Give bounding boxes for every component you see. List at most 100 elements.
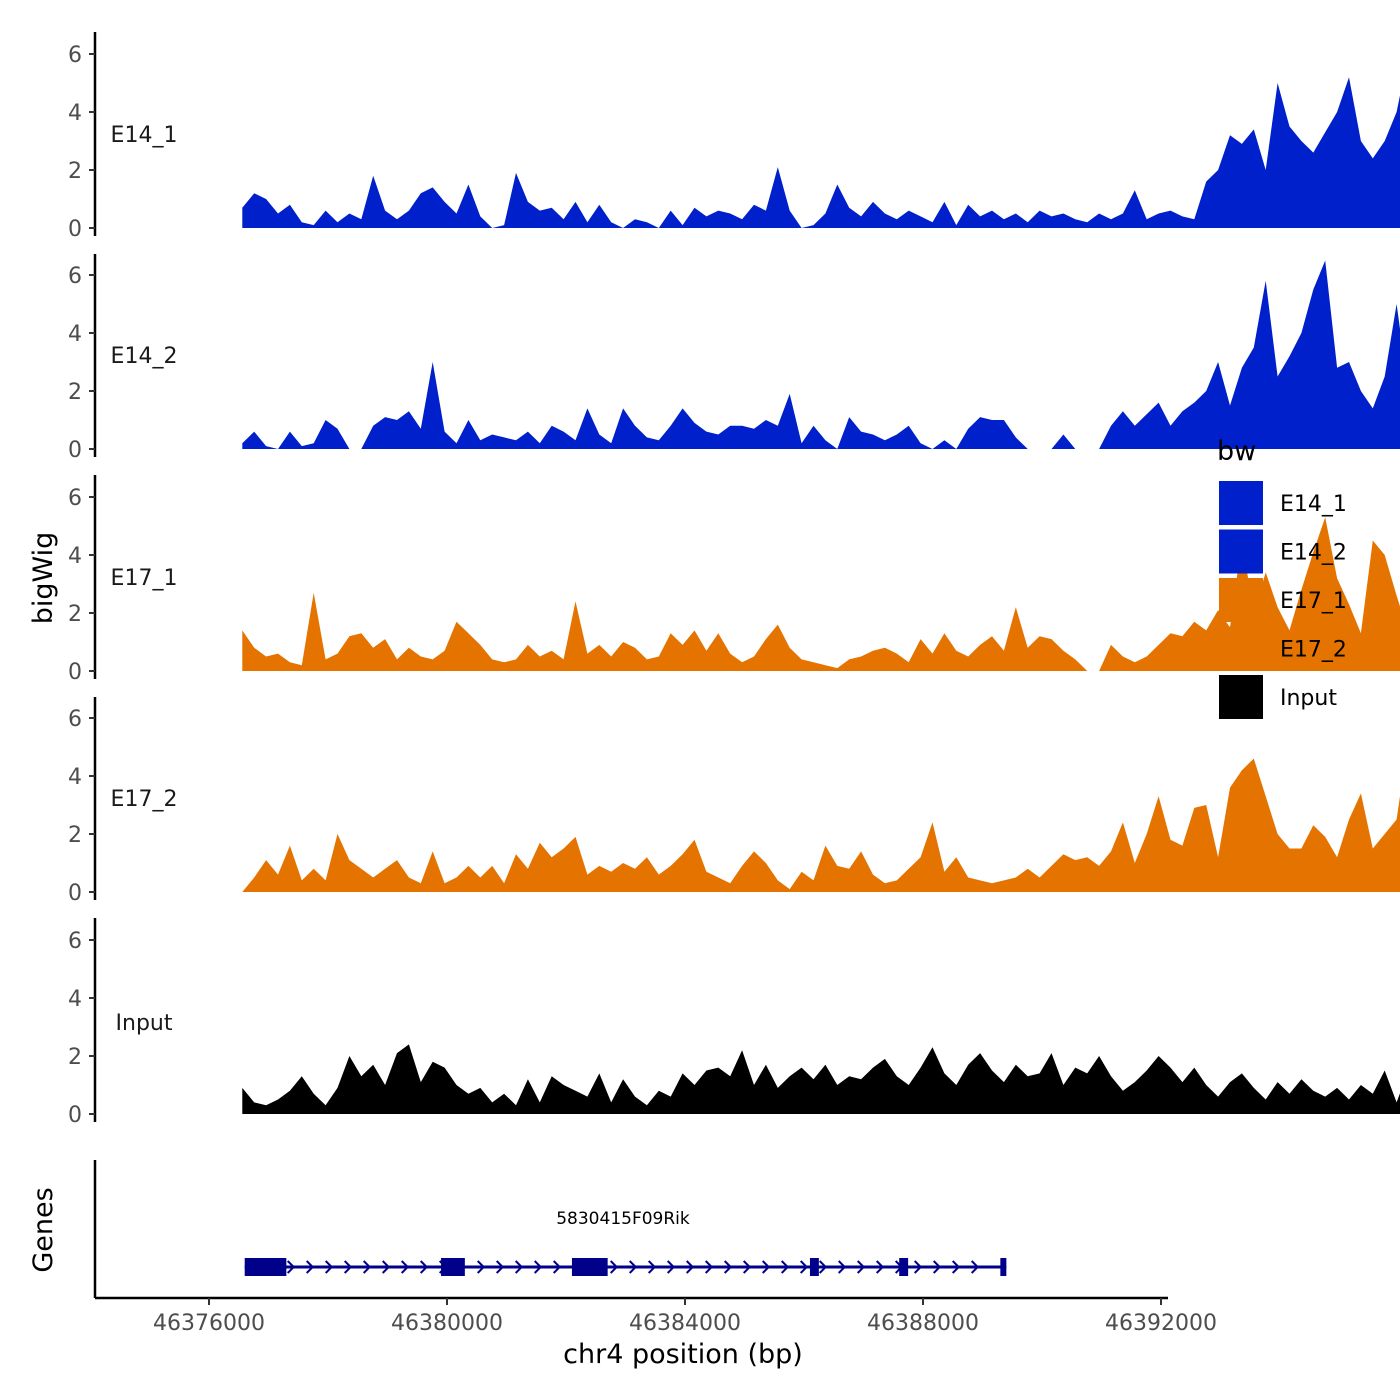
y-tick-label: 6 bbox=[68, 264, 82, 289]
track-label: E17_1 bbox=[111, 566, 178, 591]
legend-label: E17_1 bbox=[1280, 589, 1347, 614]
strand-arrow bbox=[742, 1260, 752, 1274]
strand-arrow bbox=[514, 1260, 524, 1274]
y-tick-label: 4 bbox=[68, 765, 82, 790]
strand-arrow bbox=[951, 1260, 961, 1274]
x-axis: 46376000 46380000 46384000 46388000 46392000 bbox=[95, 1296, 1217, 1336]
strand-arrow bbox=[495, 1260, 505, 1274]
strand-arrow bbox=[324, 1260, 334, 1274]
signal-area-e17-2 bbox=[242, 758, 1400, 892]
strand-arrow bbox=[305, 1260, 315, 1274]
legend-swatch bbox=[1219, 481, 1263, 525]
gene-track-title: Genes bbox=[28, 1187, 59, 1272]
strand-arrow bbox=[476, 1260, 486, 1274]
strand-arrow bbox=[875, 1260, 885, 1274]
strand-arrow bbox=[286, 1260, 296, 1274]
track-label: E14_2 bbox=[111, 344, 178, 369]
tracks-layer: 0 2 4 6 E14_1 0 2 4 6 E14_2 0 2 4 6 E17_1 0 2 4 6 E17_2 0 2 4 6… bbox=[68, 32, 1400, 1128]
y-tick-label: 4 bbox=[68, 322, 82, 347]
legend-entry-e17-1: E17_1 bbox=[1219, 578, 1347, 622]
y-tick-label: 0 bbox=[68, 217, 82, 242]
strand-arrow bbox=[837, 1260, 847, 1274]
x-axis-title: chr4 position (bp) bbox=[563, 1339, 803, 1370]
y-axis-title: bigWig bbox=[28, 532, 59, 625]
strand-arrow bbox=[381, 1260, 391, 1274]
x-tick-label: 46384000 bbox=[629, 1311, 741, 1336]
strand-arrow bbox=[818, 1260, 828, 1274]
legend-entry-e17-2: E17_2 bbox=[1219, 626, 1347, 671]
gene-name-label: 5830415F09Rik bbox=[556, 1209, 690, 1229]
y-tick-label: 6 bbox=[68, 707, 82, 732]
y-tick-label: 0 bbox=[68, 1103, 82, 1128]
y-tick-label: 2 bbox=[68, 380, 82, 405]
y-tick-label: 0 bbox=[68, 881, 82, 906]
strand-arrow bbox=[666, 1260, 676, 1274]
strand-arrow bbox=[913, 1260, 923, 1274]
legend-entry-e14-1: E14_1 bbox=[1219, 481, 1347, 525]
legend-swatch bbox=[1219, 578, 1263, 622]
legend: bw E14_1 E14_2 E17_1 E17_2 Input bbox=[1217, 436, 1347, 719]
track-e17-2: 0 2 4 6 E17_2 bbox=[68, 697, 1400, 906]
x-tick-label: 46388000 bbox=[867, 1311, 979, 1336]
gene-exon bbox=[441, 1258, 465, 1276]
gene-exon bbox=[1000, 1258, 1007, 1276]
x-tick-label: 46380000 bbox=[391, 1311, 503, 1336]
track-e14-2: 0 2 4 6 E14_2 bbox=[68, 254, 1400, 463]
legend-label: E14_1 bbox=[1280, 492, 1347, 517]
legend-label: E17_2 bbox=[1280, 638, 1347, 663]
track-label: Input bbox=[116, 1011, 173, 1036]
signal-area-input bbox=[242, 1044, 1400, 1114]
strand-arrow bbox=[343, 1260, 353, 1274]
legend-entry-e14-2: E14_2 bbox=[1219, 529, 1347, 574]
gene-exon bbox=[571, 1258, 608, 1276]
strand-arrow bbox=[552, 1260, 562, 1274]
track-e17-1: 0 2 4 6 E17_1 bbox=[68, 475, 1400, 685]
gene-exon bbox=[809, 1258, 819, 1276]
track-label: E17_2 bbox=[111, 787, 178, 812]
strand-arrow bbox=[609, 1260, 619, 1274]
strand-arrow bbox=[419, 1260, 429, 1274]
legend-swatch bbox=[1219, 529, 1263, 574]
strand-arrow bbox=[628, 1260, 638, 1274]
strand-arrow bbox=[723, 1260, 733, 1274]
legend-swatch bbox=[1219, 626, 1263, 671]
y-tick-label: 0 bbox=[68, 660, 82, 685]
y-tick-label: 2 bbox=[68, 1045, 82, 1070]
legend-title: bw bbox=[1217, 436, 1256, 467]
strand-arrow bbox=[780, 1260, 790, 1274]
y-tick-label: 4 bbox=[68, 987, 82, 1012]
legend-swatch bbox=[1219, 675, 1263, 719]
y-tick-label: 6 bbox=[68, 486, 82, 511]
y-tick-label: 4 bbox=[68, 101, 82, 126]
strand-arrow bbox=[400, 1260, 410, 1274]
strand-arrow bbox=[970, 1260, 980, 1274]
legend-label: Input bbox=[1280, 686, 1337, 711]
strand-arrow bbox=[647, 1260, 657, 1274]
y-tick-label: 2 bbox=[68, 602, 82, 627]
y-tick-label: 2 bbox=[68, 823, 82, 848]
legend-label: E14_2 bbox=[1280, 541, 1347, 566]
signal-area-e14-2 bbox=[242, 260, 1400, 449]
gene-track: 5830415F09Rik bbox=[93, 1160, 1007, 1298]
x-tick-label: 46376000 bbox=[153, 1311, 265, 1336]
strand-arrow bbox=[704, 1260, 714, 1274]
strand-arrow bbox=[932, 1260, 942, 1274]
gene-exon bbox=[244, 1258, 287, 1276]
track-e14-1: 0 2 4 6 E14_1 bbox=[68, 32, 1400, 242]
y-tick-label: 0 bbox=[68, 438, 82, 463]
y-tick-label: 4 bbox=[68, 544, 82, 569]
signal-area-e17-1 bbox=[242, 517, 1400, 671]
track-input: 0 2 4 6 Input bbox=[68, 918, 1400, 1128]
signal-area-e14-1 bbox=[242, 77, 1400, 228]
strand-arrow bbox=[533, 1260, 543, 1274]
strand-arrow bbox=[856, 1260, 866, 1274]
strand-arrow bbox=[362, 1260, 372, 1274]
y-tick-label: 2 bbox=[68, 159, 82, 184]
gene-exon bbox=[899, 1258, 909, 1276]
track-label: E14_1 bbox=[111, 123, 178, 148]
y-tick-label: 6 bbox=[68, 43, 82, 68]
gene-5830415f09rik: 5830415F09Rik bbox=[244, 1209, 1007, 1276]
legend-entry-input: Input bbox=[1219, 675, 1337, 719]
